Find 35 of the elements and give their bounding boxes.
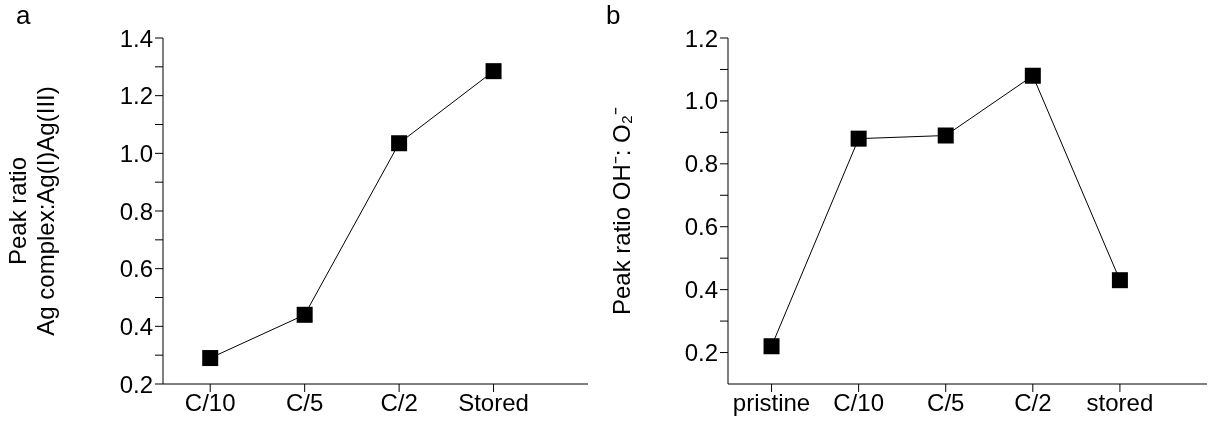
y-tick-label: 1.0	[684, 87, 718, 115]
point	[1111, 272, 1128, 289]
y-tick-label: 0.6	[119, 255, 153, 283]
y-tick-label: 0.8	[684, 150, 718, 178]
chart-title: a	[16, 0, 31, 31]
point	[850, 130, 867, 147]
y-tick-label: 0.6	[684, 213, 718, 241]
y-tick-label: 0.8	[119, 197, 153, 225]
x-tick-label: Stored	[458, 389, 529, 417]
x-tick-label: C/5	[927, 389, 965, 417]
point	[937, 127, 954, 144]
x-tick-label: C/10	[833, 389, 884, 417]
y-tick-label: 1.4	[119, 24, 153, 52]
point	[485, 63, 502, 80]
x-tick-label: C/5	[285, 389, 324, 417]
y-tick-label: 0.4	[119, 312, 153, 340]
x-tick-label: C/10	[184, 389, 236, 417]
x-tick-label: C/2	[1014, 389, 1052, 417]
x-tick-label: stored	[1086, 389, 1154, 417]
y-axis-title: Peak ratio Ag complex:Ag(I)Ag(III)	[4, 86, 59, 336]
y-tick-label: 1.2	[119, 82, 153, 110]
point	[763, 338, 780, 355]
x-tick-label: C/2	[380, 389, 418, 417]
point	[1024, 67, 1041, 84]
point	[202, 350, 219, 367]
y-axis-title: Peak ratio OH⁻: O₂⁻	[608, 106, 635, 316]
x-tick-label: pristine	[732, 389, 811, 417]
chart-title: b	[606, 0, 621, 31]
y-tick-label: 1.2	[684, 24, 718, 52]
y-tick-label: 1.0	[119, 139, 153, 167]
point	[296, 306, 313, 323]
point	[391, 135, 408, 152]
y-tick-label: 0.2	[684, 339, 718, 367]
y-tick-label: 0.4	[684, 276, 718, 304]
y-tick-label: 0.2	[119, 370, 153, 398]
